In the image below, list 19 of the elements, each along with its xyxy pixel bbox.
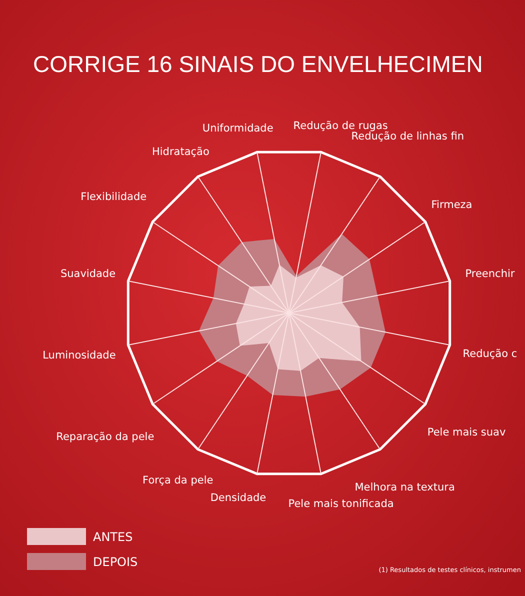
- spoke-label: Redução c: [462, 348, 518, 360]
- spoke-label: Suavidade: [60, 268, 116, 280]
- spoke-label: Preenchir: [465, 268, 516, 280]
- chart-title: CORRIGE 16 SINAIS DO ENVELHECIMEN: [33, 51, 483, 77]
- spoke-label: Redução de linhas fin: [351, 130, 464, 142]
- spoke-label: Flexibilidade: [80, 190, 147, 203]
- spoke-label: Redução de rugas: [293, 120, 388, 132]
- spoke-label: Uniformidade: [202, 122, 274, 134]
- spoke-label: Força da pele: [142, 474, 214, 486]
- legend-label: DEPOIS: [93, 555, 138, 569]
- spoke-label: Pele mais tonificada: [288, 498, 394, 510]
- spoke-label: Melhora na textura: [354, 481, 455, 494]
- spoke-label: Luminosidade: [42, 350, 116, 362]
- spoke-label: Densidade: [210, 492, 266, 504]
- legend-label: ANTES: [93, 530, 133, 544]
- spoke-label: Reparação da pele: [56, 430, 154, 443]
- spoke-label: Pele mais suav: [427, 426, 506, 439]
- spoke-label: Hidratação: [152, 146, 210, 158]
- spoke-label: Firmeza: [431, 199, 472, 212]
